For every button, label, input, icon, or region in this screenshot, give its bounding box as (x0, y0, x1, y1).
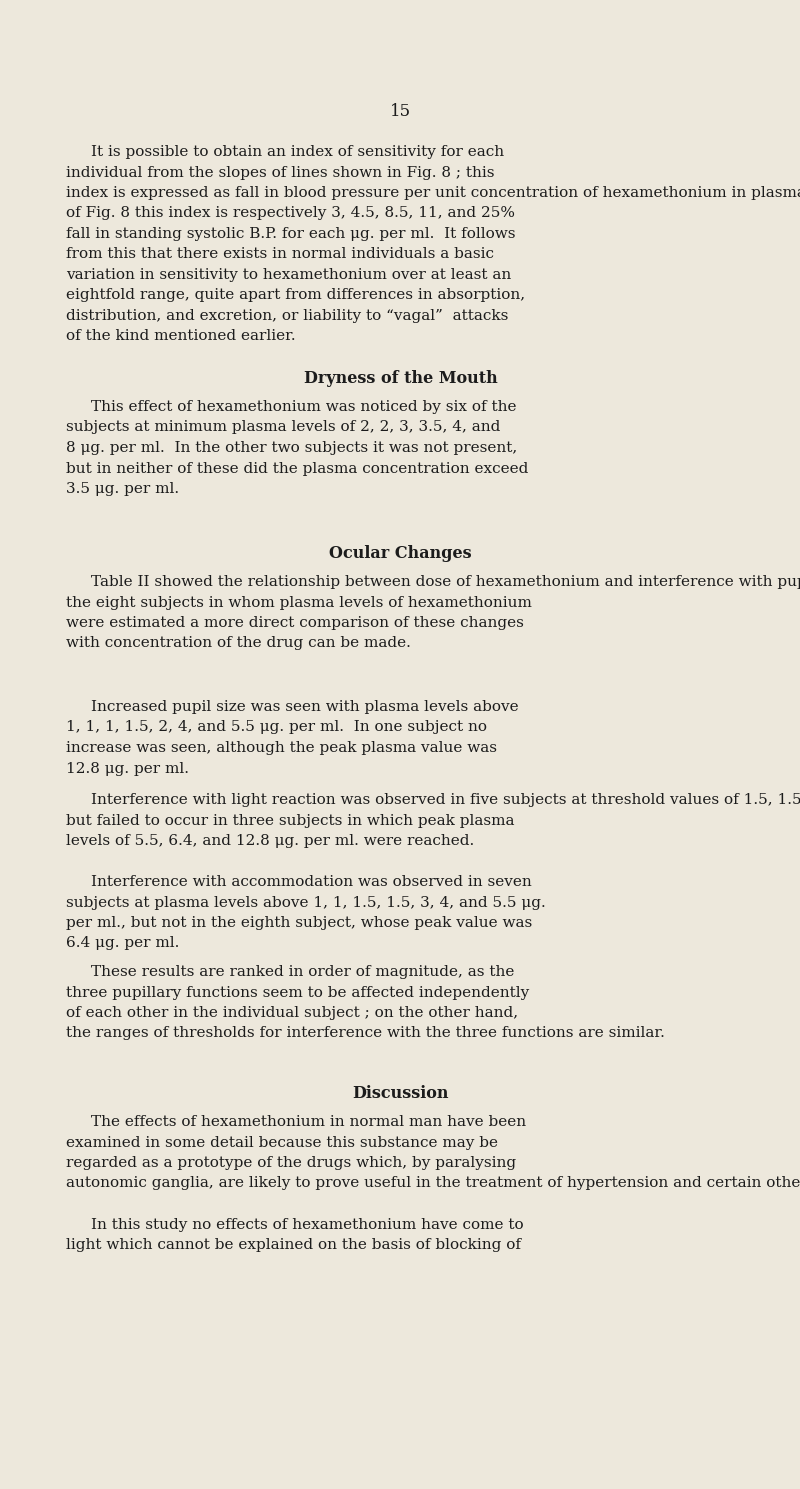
Text: of Fig. 8 this index is respectively 3, 4.5, 8.5, 11, and 25%: of Fig. 8 this index is respectively 3, … (66, 207, 515, 220)
Text: autonomic ganglia, are likely to prove useful in the treatment of hypertension a: autonomic ganglia, are likely to prove u… (66, 1176, 800, 1191)
Text: Ocular Changes: Ocular Changes (329, 545, 472, 561)
Text: 6.4 μg. per ml.: 6.4 μg. per ml. (66, 937, 179, 950)
Text: This effect of hexamethonium was noticed by six of the: This effect of hexamethonium was noticed… (91, 401, 517, 414)
Text: distribution, and excretion, or liability to “vagal”  attacks: distribution, and excretion, or liabilit… (66, 310, 508, 323)
Text: These results are ranked in order of magnitude, as the: These results are ranked in order of mag… (91, 965, 514, 978)
Text: increase was seen, although the peak plasma value was: increase was seen, although the peak pla… (66, 742, 497, 755)
Text: with concentration of the drug can be made.: with concentration of the drug can be ma… (66, 636, 411, 651)
Text: index is expressed as fall in blood pressure per unit concentration of hexametho: index is expressed as fall in blood pres… (66, 186, 800, 200)
Text: but in neither of these did the plasma concentration exceed: but in neither of these did the plasma c… (66, 462, 528, 475)
Text: eightfold range, quite apart from differences in absorption,: eightfold range, quite apart from differ… (66, 289, 525, 302)
Text: 15: 15 (390, 103, 411, 121)
Text: individual from the slopes of lines shown in Fig. 8 ; this: individual from the slopes of lines show… (66, 165, 494, 180)
Text: subjects at minimum plasma levels of 2, 2, 3, 3.5, 4, and: subjects at minimum plasma levels of 2, … (66, 420, 500, 435)
Text: Interference with accommodation was observed in seven: Interference with accommodation was obse… (91, 876, 532, 889)
Text: Table II showed the relationship between dose of hexamethonium and interference : Table II showed the relationship between… (91, 575, 800, 590)
Text: light which cannot be explained on the basis of blocking of: light which cannot be explained on the b… (66, 1239, 521, 1252)
Text: of each other in the individual subject ; on the other hand,: of each other in the individual subject … (66, 1007, 518, 1020)
Text: but failed to occur in three subjects in which peak plasma: but failed to occur in three subjects in… (66, 813, 514, 828)
Text: 1, 1, 1, 1.5, 2, 4, and 5.5 μg. per ml.  In one subject no: 1, 1, 1, 1.5, 2, 4, and 5.5 μg. per ml. … (66, 721, 487, 734)
Text: 12.8 μg. per ml.: 12.8 μg. per ml. (66, 761, 189, 776)
Text: Increased pupil size was seen with plasma levels above: Increased pupil size was seen with plasm… (91, 700, 518, 715)
Text: from this that there exists in normal individuals a basic: from this that there exists in normal in… (66, 247, 494, 262)
Text: Discussion: Discussion (352, 1085, 449, 1102)
Text: levels of 5.5, 6.4, and 12.8 μg. per ml. were reached.: levels of 5.5, 6.4, and 12.8 μg. per ml.… (66, 834, 474, 849)
Text: 3.5 μg. per ml.: 3.5 μg. per ml. (66, 482, 179, 496)
Text: Dryness of the Mouth: Dryness of the Mouth (304, 369, 498, 387)
Text: subjects at plasma levels above 1, 1, 1.5, 1.5, 3, 4, and 5.5 μg.: subjects at plasma levels above 1, 1, 1.… (66, 895, 546, 910)
Text: variation in sensitivity to hexamethonium over at least an: variation in sensitivity to hexamethoniu… (66, 268, 511, 281)
Text: Interference with light reaction was observed in five subjects at threshold valu: Interference with light reaction was obs… (91, 794, 800, 807)
Text: 8 μg. per ml.  In the other two subjects it was not present,: 8 μg. per ml. In the other two subjects … (66, 441, 518, 456)
Text: regarded as a prototype of the drugs which, by paralysing: regarded as a prototype of the drugs whi… (66, 1155, 516, 1170)
Text: examined in some detail because this substance may be: examined in some detail because this sub… (66, 1136, 498, 1150)
Text: In this study no effects of hexamethonium have come to: In this study no effects of hexamethoniu… (91, 1218, 524, 1231)
Text: fall in standing systolic B.P. for each μg. per ml.  It follows: fall in standing systolic B.P. for each … (66, 226, 515, 241)
Text: the ranges of thresholds for interference with the three functions are similar.: the ranges of thresholds for interferenc… (66, 1026, 665, 1041)
Text: the eight subjects in whom plasma levels of hexamethonium: the eight subjects in whom plasma levels… (66, 596, 532, 609)
Text: were estimated a more direct comparison of these changes: were estimated a more direct comparison … (66, 616, 524, 630)
Text: It is possible to obtain an index of sensitivity for each: It is possible to obtain an index of sen… (91, 144, 504, 159)
Text: of the kind mentioned earlier.: of the kind mentioned earlier. (66, 329, 296, 344)
Text: per ml., but not in the eighth subject, whose peak value was: per ml., but not in the eighth subject, … (66, 916, 532, 931)
Text: The effects of hexamethonium in normal man have been: The effects of hexamethonium in normal m… (91, 1115, 526, 1129)
Text: three pupillary functions seem to be affected independently: three pupillary functions seem to be aff… (66, 986, 530, 999)
